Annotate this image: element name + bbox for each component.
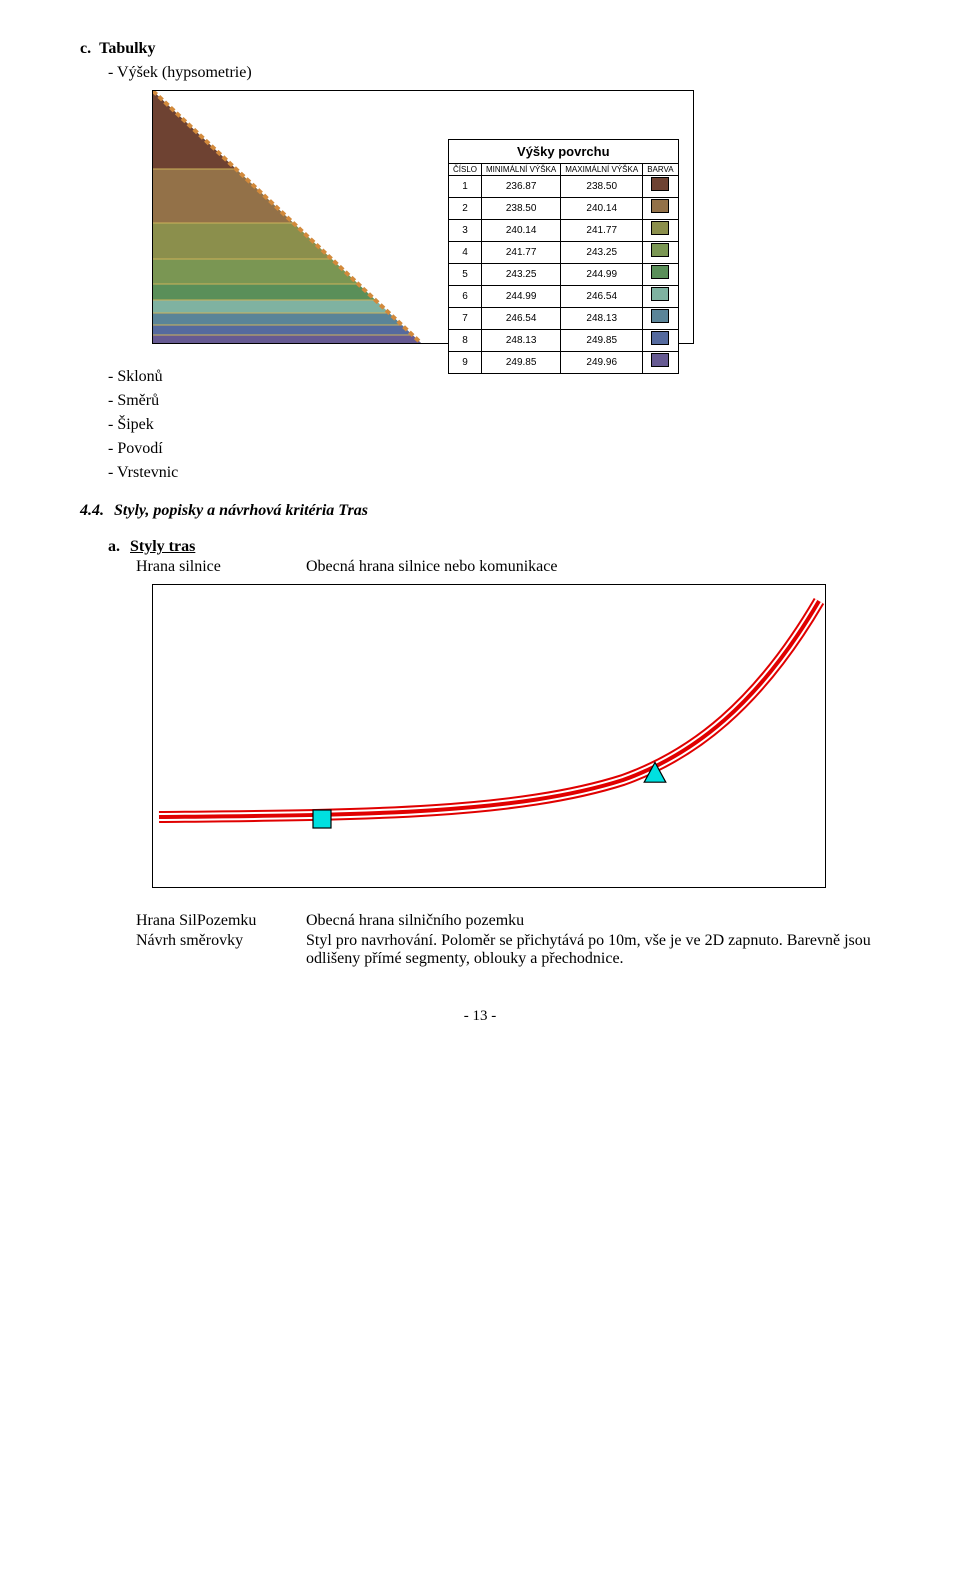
vysky-cell-swatch <box>643 286 678 308</box>
vysky-cell-swatch <box>643 198 678 220</box>
vysky-cell-n: 1 <box>449 176 482 198</box>
vysky-cell-min: 244.99 <box>482 286 561 308</box>
section-4-4-num: 4.4. <box>80 502 104 520</box>
section-4-4-title: Styly, popisky a návrhová kritéria Tras <box>114 502 368 520</box>
vysky-cell-n: 7 <box>449 308 482 330</box>
bullet-smeru: - Směrů <box>108 392 880 410</box>
vysky-cell-n: 8 <box>449 330 482 352</box>
vysky-cell-max: 249.96 <box>561 352 643 374</box>
vysky-table-row: 2 238.50 240.14 <box>449 198 679 220</box>
def1-term: Hrana silnice <box>136 558 306 576</box>
bullet-sipek: - Šipek <box>108 416 880 434</box>
sub-a-heading: a. Styly tras <box>108 538 880 556</box>
vysky-cell-max: 249.85 <box>561 330 643 352</box>
vysky-table-row: 4 241.77 243.25 <box>449 242 679 264</box>
figure-hypsometry: Výšky povrchuČÍSLOMINIMÁLNÍ VÝŠKAMAXIMÁL… <box>152 90 694 344</box>
bullet-vrstevnic: - Vrstevnic <box>108 464 880 482</box>
vysky-cell-min: 236.87 <box>482 176 561 198</box>
vysky-table-row: 9 249.85 249.96 <box>449 352 679 374</box>
figure-trasa-curve <box>152 584 826 888</box>
trasa-curve-svg <box>153 585 825 887</box>
bullet-povodi: - Povodí <box>108 440 880 458</box>
vysky-table-title: Výšky povrchu <box>449 140 679 164</box>
def-hrana-silpozemku: Hrana SilPozemku Obecná hrana silničního… <box>136 912 880 930</box>
section-c-heading: c. Tabulky <box>80 40 880 58</box>
vysky-cell-n: 2 <box>449 198 482 220</box>
vysky-cell-min: 246.54 <box>482 308 561 330</box>
vysky-cell-min: 243.25 <box>482 264 561 286</box>
vysky-table-row: 3 240.14 241.77 <box>449 220 679 242</box>
def-navrh-smerovky: Návrh směrovky Styl pro navrhování. Polo… <box>136 932 880 968</box>
vysky-cell-n: 3 <box>449 220 482 242</box>
def2-desc: Obecná hrana silničního pozemku <box>306 912 880 930</box>
vysky-table-row: 6 244.99 246.54 <box>449 286 679 308</box>
vysky-cell-swatch <box>643 330 678 352</box>
def1-desc: Obecná hrana silnice nebo komunikace <box>306 558 880 576</box>
section-4-4-heading: 4.4. Styly, popisky a návrhová kritéria … <box>80 502 880 520</box>
section-c-title: Tabulky <box>99 40 155 58</box>
page-number: - 13 - <box>80 1008 880 1025</box>
vysky-cell-n: 6 <box>449 286 482 308</box>
vysky-cell-min: 248.13 <box>482 330 561 352</box>
vysky-col-header: ČÍSLO <box>449 164 482 176</box>
sub-a-letter: a. <box>108 538 120 556</box>
vysky-cell-min: 238.50 <box>482 198 561 220</box>
vysky-cell-swatch <box>643 264 678 286</box>
vysky-col-header: MAXIMÁLNÍ VÝŠKA <box>561 164 643 176</box>
sub-a-title: Styly tras <box>130 538 195 556</box>
vysky-cell-n: 5 <box>449 264 482 286</box>
vysky-povrchu-table: Výšky povrchuČÍSLOMINIMÁLNÍ VÝŠKAMAXIMÁL… <box>448 139 679 374</box>
def-hrana-silnice: Hrana silnice Obecná hrana silnice nebo … <box>136 558 880 576</box>
vysky-cell-max: 248.13 <box>561 308 643 330</box>
curve-handle-square[interactable] <box>313 810 331 828</box>
vysky-col-header: BARVA <box>643 164 678 176</box>
vysky-cell-min: 240.14 <box>482 220 561 242</box>
vysky-cell-swatch <box>643 352 678 374</box>
vysky-cell-swatch <box>643 176 678 198</box>
vysky-cell-min: 249.85 <box>482 352 561 374</box>
vysky-cell-n: 9 <box>449 352 482 374</box>
vysky-table-row: 8 248.13 249.85 <box>449 330 679 352</box>
vysky-table-row: 5 243.25 244.99 <box>449 264 679 286</box>
vysky-cell-swatch <box>643 220 678 242</box>
section-c-letter: c. <box>80 40 91 58</box>
vysky-cell-max: 238.50 <box>561 176 643 198</box>
vysky-cell-swatch <box>643 308 678 330</box>
vysky-cell-min: 241.77 <box>482 242 561 264</box>
vysky-table-row: 1 236.87 238.50 <box>449 176 679 198</box>
vysky-cell-n: 4 <box>449 242 482 264</box>
def2-term: Hrana SilPozemku <box>136 912 306 930</box>
vysky-col-header: MINIMÁLNÍ VÝŠKA <box>482 164 561 176</box>
def3-term: Návrh směrovky <box>136 932 306 968</box>
bullet-vysek: - Výšek (hypsometrie) <box>108 64 880 82</box>
vysky-cell-max: 246.54 <box>561 286 643 308</box>
vysky-cell-max: 240.14 <box>561 198 643 220</box>
def3-desc: Styl pro navrhování. Poloměr se přichytá… <box>306 932 880 968</box>
vysky-cell-swatch <box>643 242 678 264</box>
vysky-cell-max: 243.25 <box>561 242 643 264</box>
vysky-cell-max: 241.77 <box>561 220 643 242</box>
vysky-cell-max: 244.99 <box>561 264 643 286</box>
vysky-table-row: 7 246.54 248.13 <box>449 308 679 330</box>
